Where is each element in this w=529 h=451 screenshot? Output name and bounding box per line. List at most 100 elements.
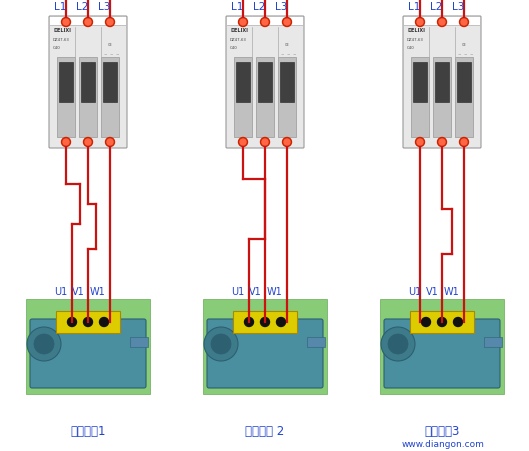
Circle shape [204,327,238,361]
Text: DZ47-63: DZ47-63 [230,38,247,42]
Text: L2: L2 [430,2,442,12]
Text: DELIXI: DELIXI [230,28,248,33]
Text: ~: ~ [116,53,120,57]
Circle shape [284,140,290,146]
Bar [103,63,117,103]
FancyBboxPatch shape [207,319,323,388]
Text: 电路反转 2: 电路反转 2 [245,424,285,437]
Bar [307,337,325,347]
Text: L2: L2 [76,2,88,12]
Bar [413,63,427,103]
Text: ~: ~ [104,53,107,57]
Circle shape [84,18,93,28]
Text: ~: ~ [464,53,468,57]
Circle shape [84,138,93,147]
Circle shape [63,20,69,26]
Bar [278,58,296,138]
Text: 电路反转1: 电路反转1 [70,424,106,437]
FancyBboxPatch shape [49,17,127,149]
Bar [233,311,297,333]
Text: DELIXI: DELIXI [53,28,71,33]
Circle shape [422,318,431,327]
Bar [457,63,471,103]
Text: C40: C40 [407,46,415,50]
Bar [56,311,120,333]
Text: L1: L1 [54,2,66,12]
Bar [234,58,252,138]
Circle shape [240,20,246,26]
Text: CE: CE [462,43,467,47]
Text: ~: ~ [281,53,285,57]
Text: 电路反转3: 电路反转3 [424,424,460,437]
Text: L1: L1 [408,2,421,12]
Bar [411,58,429,138]
Text: L3: L3 [275,2,287,12]
Bar [380,299,504,394]
Bar [101,58,119,138]
Text: DZ47-63: DZ47-63 [407,38,424,42]
FancyBboxPatch shape [403,17,481,149]
Text: ~: ~ [470,53,473,57]
Text: U1: U1 [54,286,67,296]
Bar [433,58,451,138]
Bar [59,63,73,103]
Circle shape [61,138,70,147]
Text: ~: ~ [293,53,296,57]
Circle shape [282,18,291,28]
Circle shape [99,318,108,327]
Bar [81,63,95,103]
Bar [256,58,274,138]
Bar [435,63,449,103]
Circle shape [262,140,268,146]
Text: CE: CE [108,43,113,47]
Circle shape [240,140,246,146]
Circle shape [105,138,114,147]
Bar [50,18,126,26]
Text: W1: W1 [267,286,282,296]
Circle shape [437,318,446,327]
Text: W1: W1 [444,286,460,296]
Circle shape [439,140,445,146]
Circle shape [437,138,446,147]
Bar [227,18,303,26]
Bar [26,299,150,394]
Circle shape [262,20,268,26]
Circle shape [417,140,423,146]
Bar [410,311,474,333]
Text: DZ47-63: DZ47-63 [53,38,70,42]
Circle shape [244,318,253,327]
Text: C40: C40 [53,46,61,50]
Circle shape [84,318,93,327]
Circle shape [388,334,408,354]
Bar [404,18,480,26]
Circle shape [239,18,248,28]
Circle shape [107,20,113,26]
Bar [203,299,327,394]
FancyBboxPatch shape [30,319,146,388]
Circle shape [260,18,269,28]
Text: U1: U1 [231,286,244,296]
Circle shape [34,334,54,354]
Circle shape [85,140,91,146]
Circle shape [437,18,446,28]
Circle shape [27,327,61,361]
Text: V1: V1 [72,286,85,296]
Text: V1: V1 [249,286,262,296]
Circle shape [105,18,114,28]
Text: L2: L2 [253,2,266,12]
Circle shape [415,138,424,147]
FancyBboxPatch shape [384,319,500,388]
Bar [280,63,294,103]
Circle shape [260,318,269,327]
Circle shape [381,327,415,361]
Bar [258,63,272,103]
Bar [57,58,75,138]
Text: L3: L3 [98,2,111,12]
Circle shape [85,20,91,26]
Bar [455,58,473,138]
Circle shape [211,334,231,354]
Circle shape [107,140,113,146]
Text: L3: L3 [452,2,464,12]
Text: CE: CE [285,43,290,47]
Circle shape [439,20,445,26]
